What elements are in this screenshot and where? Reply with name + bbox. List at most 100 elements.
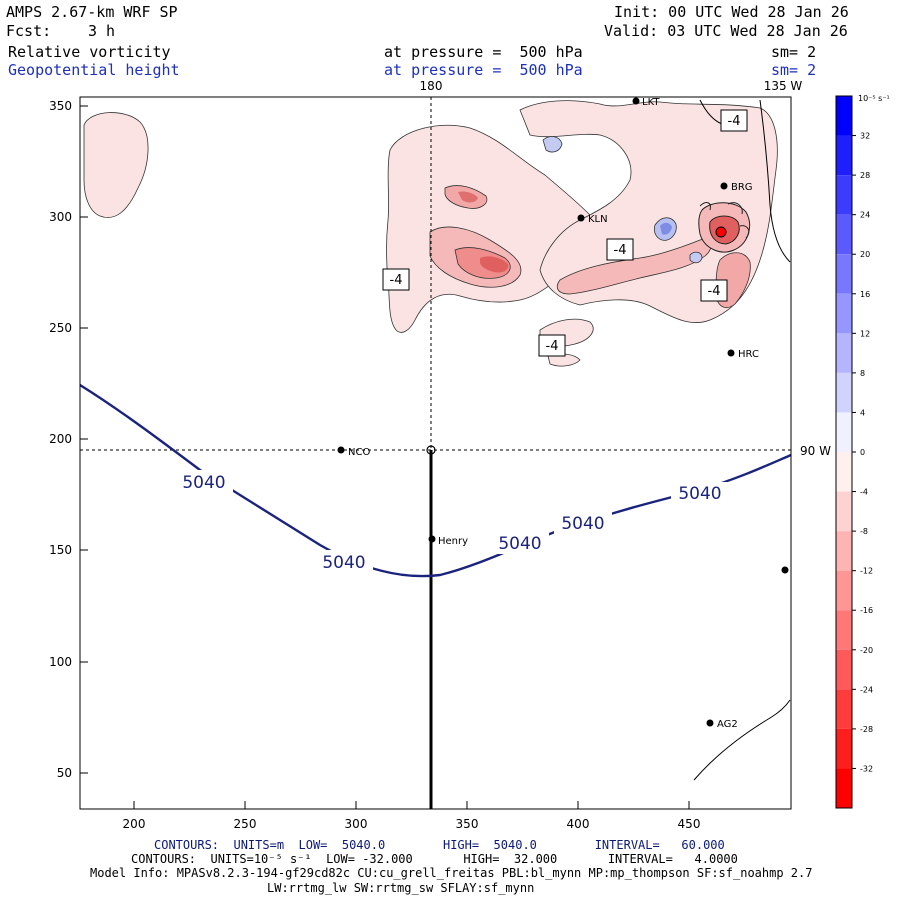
y-tick-label: 250: [49, 321, 72, 335]
station-marker: [337, 446, 345, 454]
colorbar-tick-label: 4: [860, 408, 865, 417]
vorticity-label: -4: [728, 114, 741, 129]
station-label: HRC: [738, 349, 759, 360]
station-marker: [577, 214, 585, 222]
x-tick-label: 400: [567, 817, 590, 831]
colorbar-segment: [836, 689, 852, 729]
colorbar-segment: [836, 570, 852, 611]
vorticity-label: -4: [390, 273, 403, 288]
footer-vorticity-contours: CONTOURS: UNITS=10⁻⁵ s⁻¹ LOW= -32.000 HI…: [131, 852, 738, 866]
station-label: BRG: [731, 182, 753, 193]
colorbar-segment: [836, 214, 852, 255]
colorbar-tick-label: -16: [860, 606, 873, 615]
meridian-180-label: 180: [420, 79, 443, 93]
y-tick-label: 200: [49, 432, 72, 446]
colorbar-segment: [836, 452, 852, 492]
forecast-hour: 3 h: [88, 22, 116, 40]
vorticity-label: -4: [708, 284, 721, 299]
y-tick-label: 300: [49, 210, 72, 224]
x-tick-label: 300: [345, 817, 368, 831]
x-tick-label: 200: [123, 817, 146, 831]
colorbar-segment: [836, 649, 852, 690]
contour-label: 5040: [678, 484, 721, 504]
colorbar-tick-label: 16: [860, 290, 870, 299]
station-marker: [781, 566, 789, 574]
y-tick-label: 350: [49, 99, 72, 113]
colorbar: 10⁻⁵ s⁻¹ 32 28 24 20 16 12 8 4 0 -4 -8 -12 -16 -20 -24…: [835, 94, 890, 809]
contour-label: 5040: [498, 534, 541, 554]
colorbar-segment: [836, 96, 852, 136]
colorbar-tick-label: 28: [860, 171, 870, 180]
pressure-height: at pressure = 500 hPa: [384, 61, 583, 79]
init-time: Init: 00 UTC Wed 28 Jan 26: [614, 3, 849, 21]
colorbar-segment: [836, 610, 852, 650]
colorbar-segment: [836, 254, 852, 294]
station-label: KLN: [588, 214, 608, 225]
colorbar-segment: [836, 491, 852, 532]
colorbar-segment: [836, 175, 852, 215]
contour-label: 5040: [182, 473, 225, 493]
vorticity-shading: [83, 100, 778, 367]
x-tick-label: 350: [456, 817, 479, 831]
station-label: NCO: [348, 447, 370, 458]
colorbar-tick-label: 12: [860, 329, 870, 338]
colorbar-tick-label: -24: [860, 685, 873, 694]
south-pole-marker: [426, 445, 436, 455]
y-axis-ticks: 350 300 250 200 150 100 50: [49, 99, 88, 780]
station-marker: [720, 182, 728, 190]
colorbar-segment: [836, 728, 852, 769]
footer-physics-info: LW:rrtmg_lw SW:rrtmg_sw SFLAY:sf_mynn: [267, 881, 535, 895]
colorbar-tick-label: 8: [860, 369, 865, 378]
map-frame: [79, 96, 792, 810]
colorbar-tick-label: 24: [860, 211, 870, 220]
colorbar-segment: [836, 293, 852, 334]
colorbar-tick-label: -28: [860, 725, 873, 734]
station-label: AG2: [717, 719, 738, 730]
colorbar-tick-label: 32: [860, 132, 870, 141]
footer-height-contours: CONTOURS: UNITS=m LOW= 5040.0 HIGH= 5040…: [154, 838, 725, 852]
colorbar-segment: [836, 135, 852, 176]
x-tick-label: 450: [678, 817, 701, 831]
x-axis-ticks: 200 250 300 350 400 450: [123, 801, 701, 831]
meridian-90w-label: 90 W: [800, 444, 831, 458]
colorbar-segment: [836, 768, 852, 808]
colorbar-tick-label: 0: [860, 448, 865, 457]
vorticity-contour-labels: -4 -4 -4 -4 -4: [382, 109, 748, 357]
colorbar-tick-label: -20: [860, 646, 873, 655]
contour-label: 5040: [322, 553, 365, 573]
field-vorticity: Relative vorticity: [8, 43, 171, 61]
station-label: LKT: [642, 97, 660, 108]
station-marker: [727, 349, 735, 357]
colorbar-tick-label: -8: [860, 527, 868, 536]
y-tick-label: 50: [57, 766, 72, 780]
vorticity-label: -4: [614, 243, 627, 258]
colorbar-tick-label: -4: [860, 488, 868, 497]
meridian-135w-label: 135 W: [764, 79, 803, 93]
stations: NCO Henry KLN BRG HRC AG2 LKT: [337, 97, 789, 730]
y-tick-label: 100: [49, 655, 72, 669]
station-label: Henry: [438, 536, 468, 547]
colorbar-segment: [836, 372, 852, 413]
station-marker: [428, 535, 436, 543]
field-height: Geopotential height: [8, 61, 180, 79]
height-contour-labels: 5040 5040 5040 5040 5040: [175, 470, 729, 573]
colorbar-segment: [836, 333, 852, 373]
y-tick-label: 150: [49, 543, 72, 557]
model-title: AMPS 2.67-km WRF SP: [6, 3, 178, 21]
colorbar-tick-label: -12: [860, 567, 873, 576]
smoothing-vorticity: sm= 2: [771, 43, 817, 61]
pressure-vorticity: at pressure = 500 hPa: [384, 43, 583, 61]
valid-time: Valid: 03 UTC Wed 28 Jan 26: [604, 22, 848, 40]
contour-label: 5040: [561, 514, 604, 534]
forecast-label: Fcst:: [6, 22, 52, 40]
colorbar-tick-label: 20: [860, 250, 870, 259]
colorbar-unit: 10⁻⁵ s⁻¹: [858, 94, 890, 103]
colorbar-segment: [836, 412, 852, 452]
x-tick-label: 250: [234, 817, 257, 831]
colorbar-segment: [836, 531, 852, 571]
smoothing-height: sm= 2: [771, 61, 817, 79]
vorticity-label: -4: [546, 339, 559, 354]
station-marker: [632, 97, 640, 105]
colorbar-tick-label: -32: [860, 764, 873, 773]
